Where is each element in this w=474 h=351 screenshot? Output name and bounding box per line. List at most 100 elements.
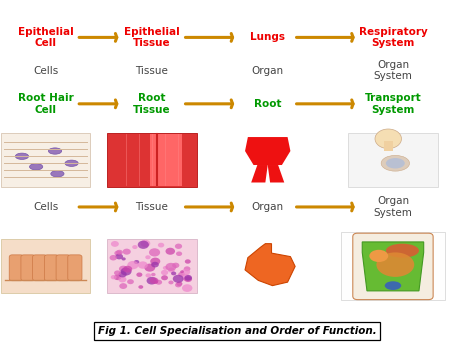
Text: Respiratory
System: Respiratory System	[359, 27, 428, 48]
Circle shape	[116, 250, 123, 255]
Circle shape	[173, 275, 183, 283]
Circle shape	[114, 270, 121, 276]
Text: Root: Root	[254, 99, 282, 109]
Circle shape	[146, 273, 151, 278]
Circle shape	[138, 285, 143, 289]
Ellipse shape	[48, 148, 62, 154]
Circle shape	[168, 267, 175, 273]
FancyBboxPatch shape	[21, 255, 35, 281]
Circle shape	[127, 279, 134, 284]
Text: Organ
System: Organ System	[374, 60, 412, 81]
Text: Epithelial
Tissue: Epithelial Tissue	[124, 27, 180, 48]
Text: Lungs: Lungs	[250, 32, 285, 42]
Circle shape	[172, 263, 179, 268]
Circle shape	[171, 272, 176, 276]
Circle shape	[123, 266, 132, 273]
Circle shape	[182, 269, 190, 275]
Polygon shape	[245, 137, 291, 165]
Circle shape	[123, 249, 131, 255]
Circle shape	[140, 240, 150, 247]
Text: Epithelial
Cell: Epithelial Cell	[18, 27, 73, 48]
Circle shape	[175, 244, 182, 249]
Circle shape	[184, 266, 191, 271]
Ellipse shape	[381, 155, 410, 171]
Circle shape	[150, 277, 158, 284]
Polygon shape	[362, 242, 424, 291]
Circle shape	[121, 257, 126, 260]
FancyBboxPatch shape	[56, 255, 70, 281]
Text: Organ
System: Organ System	[374, 196, 412, 218]
FancyBboxPatch shape	[150, 134, 182, 186]
Circle shape	[145, 255, 151, 259]
Circle shape	[176, 282, 182, 286]
Circle shape	[138, 241, 149, 249]
Circle shape	[151, 262, 159, 267]
Circle shape	[121, 267, 132, 276]
Circle shape	[111, 275, 117, 279]
Text: Root
Tissue: Root Tissue	[133, 93, 171, 115]
Polygon shape	[245, 244, 295, 286]
Circle shape	[165, 248, 175, 255]
Circle shape	[138, 261, 148, 269]
Circle shape	[151, 273, 155, 276]
Text: Organ: Organ	[252, 66, 284, 75]
Text: Fig 1. Cell Specialisation and Order of Function.: Fig 1. Cell Specialisation and Order of …	[98, 326, 376, 336]
Circle shape	[182, 274, 191, 281]
FancyBboxPatch shape	[383, 140, 393, 151]
Circle shape	[184, 276, 192, 282]
Circle shape	[161, 275, 168, 280]
Ellipse shape	[386, 244, 419, 258]
FancyBboxPatch shape	[0, 133, 91, 187]
FancyBboxPatch shape	[45, 255, 59, 281]
Circle shape	[165, 263, 176, 271]
Ellipse shape	[369, 250, 388, 262]
Circle shape	[185, 259, 191, 264]
Circle shape	[163, 266, 168, 270]
Ellipse shape	[386, 158, 405, 168]
Circle shape	[180, 270, 184, 273]
Text: Tissue: Tissue	[136, 66, 168, 75]
FancyBboxPatch shape	[348, 133, 438, 187]
Circle shape	[178, 272, 185, 277]
Circle shape	[109, 255, 117, 260]
FancyBboxPatch shape	[33, 255, 47, 281]
Circle shape	[119, 266, 128, 272]
FancyBboxPatch shape	[107, 239, 197, 293]
Circle shape	[114, 251, 121, 256]
Circle shape	[150, 258, 160, 265]
Circle shape	[132, 245, 137, 249]
Circle shape	[137, 272, 142, 277]
Text: Cells: Cells	[33, 66, 58, 75]
Circle shape	[175, 283, 182, 287]
Circle shape	[128, 261, 138, 269]
Circle shape	[144, 264, 155, 272]
Circle shape	[118, 277, 127, 283]
Ellipse shape	[29, 164, 43, 170]
Text: Cells: Cells	[33, 202, 58, 212]
Text: Transport
System: Transport System	[365, 93, 421, 115]
Circle shape	[168, 280, 173, 284]
Text: Organ: Organ	[252, 202, 284, 212]
Ellipse shape	[51, 171, 64, 177]
Circle shape	[176, 251, 182, 256]
Circle shape	[154, 281, 158, 284]
FancyBboxPatch shape	[0, 239, 91, 293]
Circle shape	[149, 248, 160, 257]
Text: Root Hair
Cell: Root Hair Cell	[18, 93, 73, 115]
Circle shape	[115, 254, 123, 259]
Circle shape	[111, 241, 119, 247]
Circle shape	[118, 271, 127, 277]
FancyBboxPatch shape	[353, 233, 433, 300]
FancyBboxPatch shape	[68, 255, 82, 281]
Circle shape	[184, 275, 192, 281]
Circle shape	[155, 280, 162, 285]
Ellipse shape	[376, 252, 414, 277]
FancyBboxPatch shape	[341, 232, 445, 300]
Circle shape	[161, 270, 168, 275]
Circle shape	[146, 277, 157, 285]
FancyBboxPatch shape	[9, 255, 23, 281]
FancyBboxPatch shape	[107, 133, 197, 187]
Circle shape	[158, 243, 164, 247]
Ellipse shape	[65, 160, 78, 166]
Ellipse shape	[15, 153, 28, 159]
